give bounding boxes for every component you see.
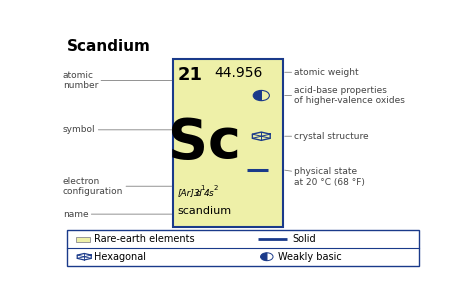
Text: Rare-earth elements: Rare-earth elements: [94, 234, 195, 244]
Bar: [66, 230, 419, 266]
Bar: [76, 237, 90, 242]
Text: symbol: symbol: [63, 125, 172, 134]
Text: electron
configuration: electron configuration: [63, 177, 172, 196]
Text: [Ar]3: [Ar]3: [178, 188, 200, 198]
Text: 44.956: 44.956: [214, 66, 262, 80]
Text: physical state
at 20 °C (68 °F): physical state at 20 °C (68 °F): [285, 167, 365, 187]
FancyBboxPatch shape: [173, 59, 283, 227]
Text: crystal structure: crystal structure: [285, 132, 369, 141]
Text: atomic weight: atomic weight: [285, 68, 359, 77]
Text: 1: 1: [201, 185, 205, 191]
Text: 4: 4: [204, 188, 210, 198]
Text: Weakly basic: Weakly basic: [278, 252, 342, 262]
Text: 2: 2: [213, 185, 218, 191]
Text: acid-base properties
of higher-valence oxides: acid-base properties of higher-valence o…: [285, 86, 405, 105]
Text: name: name: [63, 210, 172, 219]
Text: Scandium: Scandium: [66, 39, 150, 53]
Text: scandium: scandium: [178, 207, 232, 217]
Text: d: d: [195, 188, 201, 198]
Wedge shape: [253, 90, 261, 101]
Text: s: s: [209, 188, 214, 198]
Wedge shape: [261, 253, 267, 261]
Text: Sc: Sc: [168, 116, 241, 170]
Text: 21: 21: [178, 66, 202, 85]
Text: Hexagonal: Hexagonal: [94, 252, 146, 262]
Text: atomic
number: atomic number: [63, 71, 172, 90]
Text: Solid: Solid: [292, 234, 316, 244]
